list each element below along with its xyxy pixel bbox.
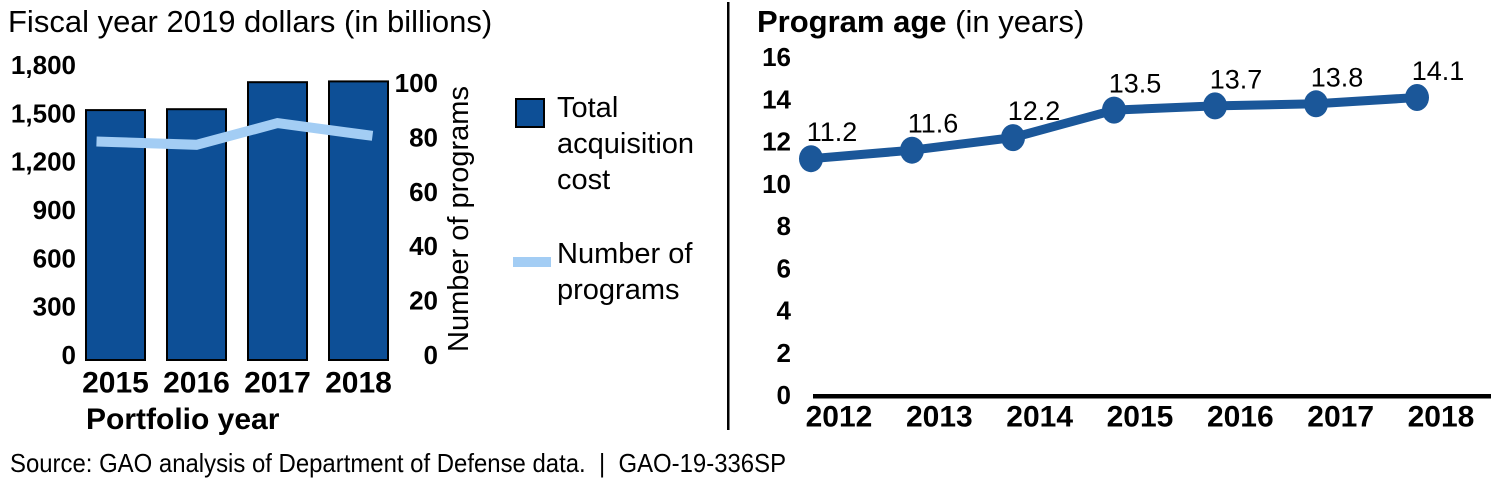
age-data-label: 13.7 [1210,64,1263,94]
age-axis-tick-label: 16 [762,42,791,72]
age-marker-2014 [1001,124,1025,152]
left-axis-tick-label: 1,800 [11,50,76,80]
legend-line-label: Number of programs [557,236,692,308]
left-axis-tick-label: 1,200 [11,147,76,177]
bar-2015 [85,109,146,361]
age-axis-tick-label: 6 [777,253,791,283]
right-axis-title: Number of programs [443,86,475,352]
age-data-label: 11.6 [908,109,959,139]
programs-axis-tick-label: 100 [395,68,438,98]
portfolio-year-label: 2015 [82,367,149,400]
age-marker-2013 [900,136,924,164]
programs-line [96,118,374,150]
right-chart-title-units: (in years) [946,4,1085,39]
age-axis-tick-label: 0 [777,380,791,410]
age-year-label: 2013 [906,401,973,434]
left-axis-tick-label: 900 [33,195,76,225]
programs-axis-tick-label: 60 [409,177,438,207]
age-axis-tick-label: 4 [777,296,792,326]
left-axis-tick-label: 0 [62,340,76,370]
left-chart-title: Fiscal year 2019 dollars (in billions) [8,4,493,39]
left-chart-x-axis-title: Portfolio year [86,403,280,436]
portfolio-year-label: 2016 [163,367,230,400]
age-marker-2017 [1304,90,1328,118]
legend-bar-label-line: cost [557,164,611,196]
age-year-label: 2014 [1006,401,1073,434]
chart-divider [727,2,730,430]
legend-bar-label: Total acquisition cost [557,90,694,198]
age-data-label: 13.8 [1311,62,1364,92]
programs-axis-tick-label: 80 [409,122,438,152]
age-data-label: 12.2 [1008,96,1061,126]
age-chart-baseline [813,394,1491,399]
age-marker-2015 [1102,96,1126,124]
age-marker-2012 [799,145,823,173]
age-data-label: 11.2 [807,117,858,147]
legend-line-label-line: Number of [557,238,693,270]
legend-bar-label-line: Total [557,92,619,124]
age-marker-2016 [1203,92,1227,120]
left-axis-tick-label: 600 [33,243,76,273]
age-axis-tick-label: 8 [777,211,791,241]
age-axis-tick-label: 10 [762,169,791,199]
programs-axis-tick-label: 20 [409,286,438,316]
legend-line-label-line: programs [557,274,680,306]
portfolio-year-label: 2018 [325,367,392,400]
bar-2016 [166,108,227,361]
age-axis-tick-label: 14 [762,84,791,114]
age-marker-2018 [1405,84,1429,111]
left-axis-tick-label: 300 [33,292,76,322]
age-year-label: 2018 [1408,401,1475,434]
programs-axis-tick-label: 40 [409,231,438,261]
legend-bar-label-line: acquisition [557,128,695,160]
age-year-label: 2016 [1207,401,1274,434]
programs-axis-tick-label: 0 [424,340,438,370]
right-chart-title: Program age (in years) [757,3,1084,41]
age-year-label: 2015 [1107,401,1174,434]
portfolio-year-label: 2017 [244,367,311,400]
source-line: Source: GAO analysis of Department of De… [10,448,787,478]
age-year-label: 2012 [806,401,873,434]
age-data-label: 13.5 [1109,69,1162,99]
bar-2018 [328,80,389,362]
age-axis-tick-label: 2 [777,338,791,368]
age-axis-tick-label: 12 [762,127,791,157]
legend-bar-swatch [515,98,545,128]
age-data-label: 14.1 [1412,56,1465,86]
age-year-label: 2017 [1307,401,1374,434]
right-chart-title-bold: Program age [757,4,947,39]
legend-line-swatch [513,257,551,267]
left-axis-tick-label: 1,500 [11,98,76,128]
